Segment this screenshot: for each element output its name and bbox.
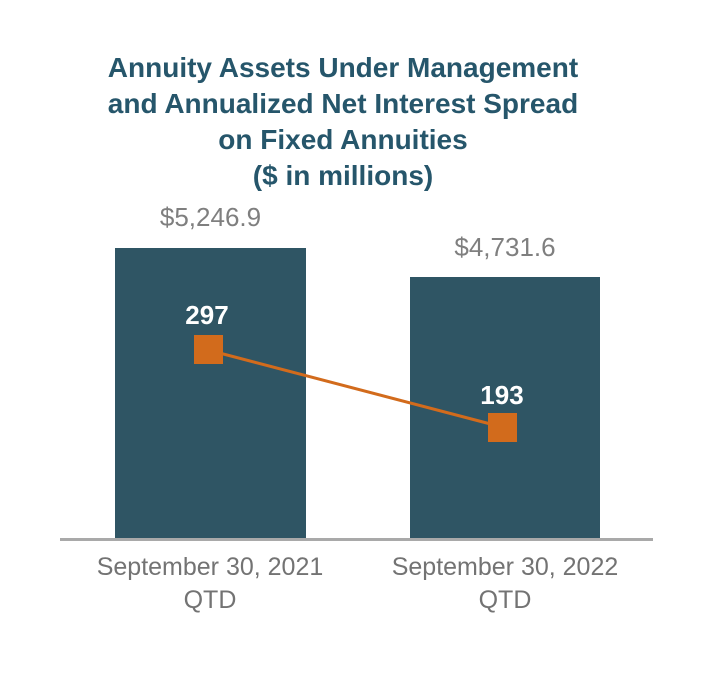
x-axis-label-2021: September 30, 2021 QTD	[96, 553, 324, 614]
x-axis-label-2022: September 30, 2022 QTD	[391, 553, 619, 614]
line-marker-2021	[194, 335, 223, 364]
bar-2021-aum	[115, 248, 306, 539]
x-axis-line	[60, 538, 653, 541]
line-value-label-2021: 297	[185, 300, 229, 330]
line-marker-2022	[488, 413, 517, 442]
bar-value-label-2021: $5,246.9	[159, 202, 262, 232]
bar-value-label-2022: $4,731.6	[454, 232, 556, 262]
line-value-label-2022: 193	[480, 380, 524, 410]
chart-title: Annuity Assets Under Management and Annu…	[107, 52, 579, 191]
